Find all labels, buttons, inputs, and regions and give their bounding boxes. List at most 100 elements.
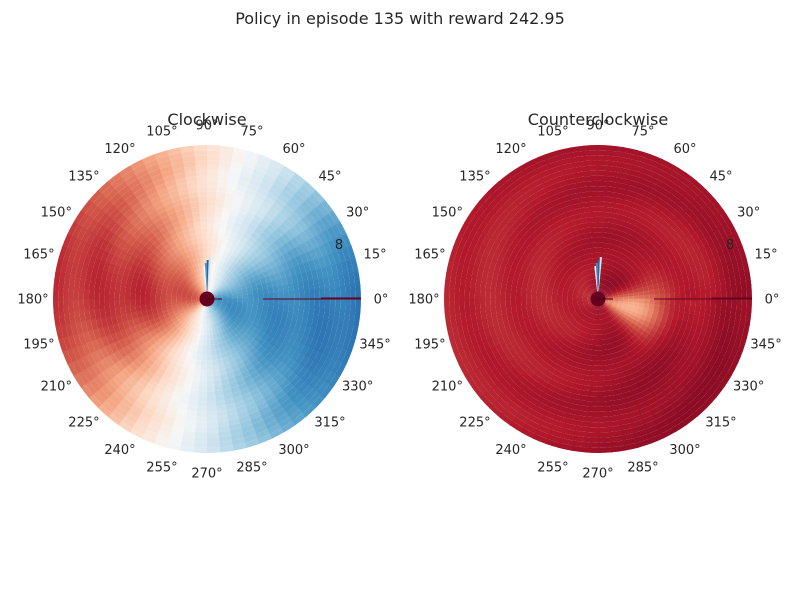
heatmap-cell [214, 311, 219, 317]
heatmap-cell [623, 278, 630, 284]
heatmap-cell [556, 299, 563, 304]
heatmap-cell [608, 321, 614, 327]
heatmap-cell [174, 312, 181, 318]
heatmap-cell [140, 410, 154, 421]
heatmap-cell [242, 294, 249, 299]
heatmap-cell [78, 332, 87, 346]
heatmap-cell [252, 214, 263, 224]
heatmap-cell [659, 380, 672, 392]
heatmap-cell [95, 197, 109, 212]
heatmap-cell [181, 440, 196, 448]
heatmap-cell [160, 294, 167, 300]
heatmap-cell [556, 184, 569, 194]
heatmap-cell [286, 275, 293, 285]
heatmap-cell [680, 388, 694, 402]
heatmap-cell [100, 384, 114, 399]
heatmap-cell [653, 373, 665, 384]
heatmap-cell [574, 269, 581, 276]
heatmap-cell [608, 415, 621, 422]
heatmap-cell [542, 284, 549, 291]
heatmap-cell [625, 216, 635, 225]
heatmap-cell [515, 291, 522, 300]
heatmap-cell [212, 217, 222, 224]
heatmap-cell [84, 277, 91, 290]
heatmap-cell [264, 168, 279, 179]
heatmap-cell [605, 311, 610, 317]
heatmap-cell [484, 375, 497, 390]
heatmap-cell [586, 180, 598, 187]
heatmap-cell [453, 349, 464, 366]
heatmap-cell [193, 447, 209, 453]
heatmap-cell [217, 270, 223, 277]
heatmap-cell [500, 307, 508, 317]
heatmap-cell [673, 283, 680, 293]
heatmap-cell [735, 284, 742, 299]
heatmap-cell [718, 252, 727, 266]
heatmap-cell [276, 278, 283, 287]
heatmap-cell [579, 266, 585, 273]
heatmap-cell [144, 429, 160, 440]
heatmap-cell [561, 199, 573, 208]
heatmap-cell [255, 378, 267, 388]
heatmap-cell [477, 341, 487, 355]
heatmap-cell [225, 182, 238, 190]
heatmap-cell [271, 279, 278, 288]
heatmap-cell [603, 307, 607, 313]
heatmap-cell [515, 393, 529, 405]
heatmap-cell [508, 240, 519, 252]
heatmap-cell [605, 201, 615, 209]
heatmap-cell [207, 411, 219, 418]
heatmap-cell [598, 411, 610, 418]
heatmap-cell [300, 343, 310, 356]
heatmap-cell [606, 394, 617, 402]
heatmap-cell [173, 263, 181, 271]
heatmap-cell [189, 320, 195, 326]
heatmap-cell [485, 308, 493, 320]
heatmap-cell [171, 390, 183, 399]
heatmap-cell [590, 285, 594, 291]
heatmap-cell [606, 290, 612, 294]
heatmap-cell [272, 178, 287, 190]
heatmap-cell [664, 197, 678, 209]
heatmap-cell [151, 374, 162, 384]
heatmap-cell [193, 270, 199, 276]
heatmap-cell [673, 251, 682, 263]
heatmap-cell [271, 403, 285, 415]
heatmap-cell [598, 370, 606, 376]
heatmap-cell [660, 367, 672, 378]
heatmap-cell [588, 401, 600, 407]
heatmap-cell [124, 262, 133, 272]
heatmap-cell [292, 282, 300, 292]
heatmap-cell [128, 361, 139, 373]
heatmap-cell [257, 433, 274, 444]
heatmap-cell [571, 281, 577, 287]
heatmap-cell [485, 237, 496, 251]
heatmap-cell [225, 315, 231, 321]
heatmap-cell [201, 360, 208, 366]
heatmap-cell [654, 413, 669, 425]
heatmap-cell [565, 364, 575, 372]
heatmap-cell [703, 361, 715, 376]
heatmap-cell [584, 369, 593, 376]
heatmap-cell [251, 196, 264, 206]
heatmap-cell [257, 288, 264, 295]
heatmap-cell [533, 159, 549, 170]
heatmap-cell [562, 295, 568, 300]
heatmap-cell [110, 177, 125, 190]
heatmap-cell [559, 157, 574, 166]
heatmap-cell [259, 218, 270, 229]
heatmap-cell [189, 358, 197, 365]
heatmap-cell [674, 367, 686, 379]
heatmap-cell [256, 400, 270, 411]
heatmap-cell [303, 196, 318, 210]
heatmap-cell [674, 298, 681, 307]
heatmap-cell [542, 307, 549, 315]
heatmap-cell [328, 209, 341, 225]
heatmap-cell [163, 414, 177, 424]
heatmap-cell [263, 298, 269, 305]
heatmap-cell [612, 207, 622, 215]
heatmap-cell [648, 182, 663, 193]
heatmap-cell [649, 317, 657, 326]
heatmap-cell [668, 169, 684, 182]
heatmap-cell [713, 329, 723, 343]
